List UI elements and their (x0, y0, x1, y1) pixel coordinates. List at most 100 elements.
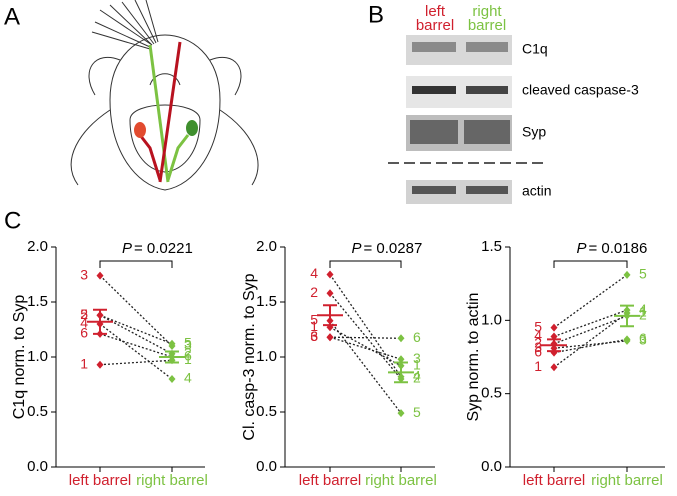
point-label: 5 (639, 266, 647, 282)
y-tick-label: 2.0 (27, 238, 48, 255)
y-tick-label: 1.5 (27, 293, 48, 310)
x-tick-label: right barrel (365, 472, 437, 489)
band-label: actin (522, 183, 552, 199)
point-label: 6 (639, 330, 647, 346)
data-point (550, 323, 558, 332)
y-axis-label: Syp norm. to actin (465, 293, 482, 422)
pair-line (553, 312, 628, 368)
point-label: 2 (413, 370, 421, 386)
x-tick-label: right barrel (136, 472, 208, 489)
significance-bracket (99, 260, 173, 268)
y-tick-label: 0.5 (27, 403, 48, 420)
pair-line (99, 359, 173, 366)
data-point (96, 360, 104, 369)
data-point (96, 271, 104, 280)
pair-line (553, 274, 628, 329)
point-label: 3 (184, 337, 192, 353)
error-bar (93, 308, 107, 335)
data-point (326, 333, 334, 342)
significance-bracket (553, 260, 628, 268)
pair-line (329, 292, 402, 380)
y-tick-label: 0.0 (481, 458, 502, 475)
point-label: 4 (639, 301, 647, 317)
point-label: 1 (639, 304, 647, 320)
point-label: 3 (310, 328, 318, 344)
y-tick-label: 1.5 (256, 293, 277, 310)
pair-line (329, 274, 402, 378)
pair-line (99, 275, 173, 347)
p-value: = 0.0221 (134, 240, 193, 257)
point-label: 2 (534, 335, 542, 351)
y-tick-label: 2.0 (256, 238, 277, 255)
point-label: 6 (413, 329, 421, 345)
pair-line (329, 326, 402, 367)
point-label: 1 (184, 351, 192, 367)
p-symbol: P (351, 240, 361, 257)
panel-label: A (4, 3, 20, 30)
point-label: 4 (184, 370, 192, 386)
y-tick-label: 1.0 (27, 348, 48, 365)
pair-line (329, 320, 402, 414)
point-label: 5 (413, 404, 421, 420)
y-tick-label: 0.0 (27, 458, 48, 475)
data-point (397, 334, 405, 343)
pair-line (329, 336, 402, 360)
y-axis-label: C1q norm. to Syp (11, 295, 28, 420)
y-tick-label: 1.5 (481, 238, 502, 255)
y-tick-label: 0.5 (481, 385, 502, 402)
error-bar (165, 350, 179, 364)
blot-column-label: right barrel (468, 3, 506, 34)
point-label: 6 (184, 348, 192, 364)
data-point (168, 375, 176, 383)
blot-column-label: left barrel (416, 3, 454, 34)
error-bar (620, 304, 634, 328)
pair-line (553, 315, 628, 345)
p-symbol: P (122, 240, 132, 257)
x-tick-label: right barrel (591, 472, 663, 489)
data-point (623, 335, 631, 344)
data-point (623, 270, 631, 279)
point-label: 4 (310, 265, 318, 281)
data-point (397, 355, 405, 364)
y-tick-label: 0.0 (256, 458, 277, 475)
point-label: 5 (534, 318, 542, 334)
data-point (326, 289, 334, 298)
projection-lines (134, 41, 198, 183)
point-label: 1 (310, 318, 318, 334)
point-label: 6 (534, 343, 542, 359)
point-label: 5 (184, 335, 192, 351)
error-bar (547, 338, 561, 353)
band-label: C1q (522, 41, 548, 57)
point-label: 2 (80, 306, 88, 322)
point-label: 3 (534, 339, 542, 355)
panel-label: B (368, 1, 384, 28)
point-label: 1 (80, 355, 88, 371)
p-value: = 0.0186 (589, 240, 648, 257)
p-value: = 0.0287 (364, 240, 423, 257)
significance-bracket (329, 260, 402, 268)
pair-line (553, 338, 628, 354)
panel-label: C (4, 207, 21, 234)
x-tick-label: left barrel (299, 472, 362, 489)
point-label: 1 (413, 357, 421, 373)
point-label: 3 (413, 350, 421, 366)
point-label: 5 (80, 306, 88, 322)
error-bar (323, 304, 337, 327)
point-label: 5 (310, 311, 318, 327)
y-axis-label: Cl. casp-3 norm. to Syp (241, 273, 258, 440)
pair-line (99, 333, 173, 358)
y-tick-label: 1.0 (481, 311, 502, 328)
data-point (168, 339, 176, 348)
point-label: 3 (80, 266, 88, 282)
y-tick-label: 0.5 (256, 403, 277, 420)
data-point (326, 270, 334, 279)
band-label: Syp (522, 124, 546, 140)
error-bar (394, 361, 408, 384)
point-label: 6 (310, 328, 318, 344)
band-label: cleaved caspase-3 (522, 82, 639, 98)
x-tick-label: left barrel (523, 472, 586, 489)
point-label: 3 (639, 332, 647, 348)
x-tick-label: left barrel (69, 472, 132, 489)
pair-line (553, 309, 628, 338)
pair-line (329, 336, 402, 339)
